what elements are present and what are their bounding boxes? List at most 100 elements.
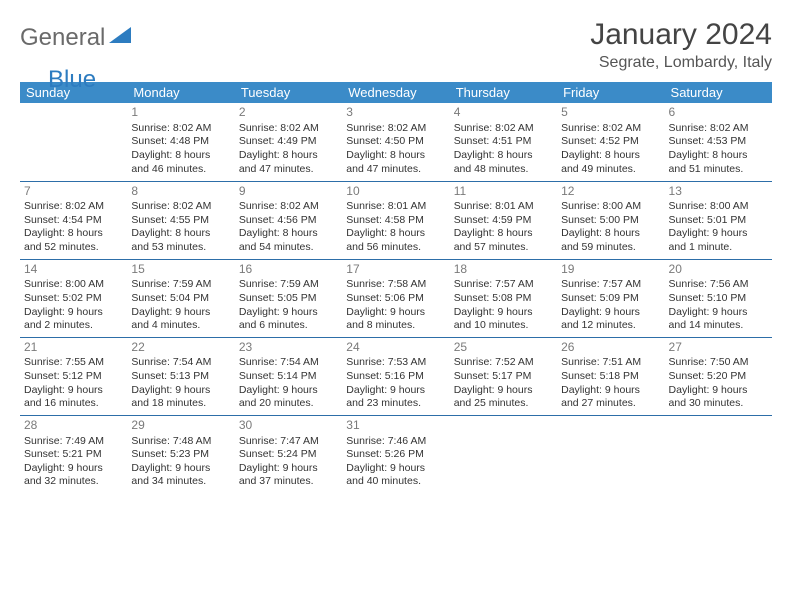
day-number: 24 — [346, 340, 445, 356]
logo-text-main: General — [20, 24, 105, 52]
calendar-day-cell: 11Sunrise: 8:01 AMSunset: 4:59 PMDayligh… — [450, 181, 557, 259]
day-number: 31 — [346, 418, 445, 434]
calendar-day-cell: 18Sunrise: 7:57 AMSunset: 5:08 PMDayligh… — [450, 259, 557, 337]
day-number: 23 — [239, 340, 338, 356]
sunset-text: Sunset: 4:48 PM — [131, 135, 230, 149]
daylight-text: Daylight: 9 hours — [346, 384, 445, 398]
day-number: 16 — [239, 262, 338, 278]
daylight-text: and 12 minutes. — [561, 319, 660, 333]
sunrise-text: Sunrise: 7:54 AM — [131, 356, 230, 370]
daylight-text: Daylight: 8 hours — [131, 227, 230, 241]
sunrise-text: Sunrise: 8:02 AM — [239, 200, 338, 214]
daylight-text: Daylight: 9 hours — [239, 306, 338, 320]
sunrise-text: Sunrise: 7:56 AM — [669, 278, 768, 292]
sunset-text: Sunset: 4:50 PM — [346, 135, 445, 149]
sunset-text: Sunset: 5:23 PM — [131, 448, 230, 462]
sunset-text: Sunset: 5:02 PM — [24, 292, 123, 306]
location: Segrate, Lombardy, Italy — [590, 54, 772, 72]
daylight-text: Daylight: 9 hours — [669, 227, 768, 241]
daylight-text: and 47 minutes. — [346, 163, 445, 177]
calendar-day-cell — [20, 103, 127, 181]
sunrise-text: Sunrise: 8:00 AM — [561, 200, 660, 214]
sunrise-text: Sunrise: 8:02 AM — [454, 122, 553, 136]
daylight-text: Daylight: 9 hours — [24, 384, 123, 398]
daylight-text: Daylight: 8 hours — [131, 149, 230, 163]
sunrise-text: Sunrise: 7:47 AM — [239, 435, 338, 449]
sunrise-text: Sunrise: 8:01 AM — [346, 200, 445, 214]
daylight-text: and 25 minutes. — [454, 397, 553, 411]
weekday-header-row: Sunday Monday Tuesday Wednesday Thursday… — [20, 82, 772, 103]
calendar-day-cell: 20Sunrise: 7:56 AMSunset: 5:10 PMDayligh… — [665, 259, 772, 337]
calendar-day-cell: 10Sunrise: 8:01 AMSunset: 4:58 PMDayligh… — [342, 181, 449, 259]
sunset-text: Sunset: 5:01 PM — [669, 214, 768, 228]
day-number: 2 — [239, 105, 338, 121]
daylight-text: and 16 minutes. — [24, 397, 123, 411]
daylight-text: and 56 minutes. — [346, 241, 445, 255]
daylight-text: Daylight: 8 hours — [346, 227, 445, 241]
calendar-day-cell: 30Sunrise: 7:47 AMSunset: 5:24 PMDayligh… — [235, 415, 342, 493]
calendar-day-cell: 19Sunrise: 7:57 AMSunset: 5:09 PMDayligh… — [557, 259, 664, 337]
weekday-header: Monday — [127, 82, 234, 103]
sunset-text: Sunset: 5:13 PM — [131, 370, 230, 384]
calendar-day-cell — [665, 415, 772, 493]
sunset-text: Sunset: 5:04 PM — [131, 292, 230, 306]
calendar-day-cell: 14Sunrise: 8:00 AMSunset: 5:02 PMDayligh… — [20, 259, 127, 337]
daylight-text: and 27 minutes. — [561, 397, 660, 411]
sunset-text: Sunset: 5:17 PM — [454, 370, 553, 384]
logo: General — [20, 24, 133, 52]
daylight-text: Daylight: 9 hours — [561, 306, 660, 320]
calendar-day-cell: 26Sunrise: 7:51 AMSunset: 5:18 PMDayligh… — [557, 337, 664, 415]
calendar-day-cell: 13Sunrise: 8:00 AMSunset: 5:01 PMDayligh… — [665, 181, 772, 259]
calendar-day-cell: 29Sunrise: 7:48 AMSunset: 5:23 PMDayligh… — [127, 415, 234, 493]
calendar-day-cell: 21Sunrise: 7:55 AMSunset: 5:12 PMDayligh… — [20, 337, 127, 415]
weekday-header: Wednesday — [342, 82, 449, 103]
daylight-text: Daylight: 9 hours — [346, 306, 445, 320]
sunrise-text: Sunrise: 7:57 AM — [454, 278, 553, 292]
daylight-text: and 52 minutes. — [24, 241, 123, 255]
daylight-text: and 30 minutes. — [669, 397, 768, 411]
daylight-text: and 6 minutes. — [239, 319, 338, 333]
sunrise-text: Sunrise: 7:52 AM — [454, 356, 553, 370]
daylight-text: Daylight: 9 hours — [131, 462, 230, 476]
daylight-text: and 8 minutes. — [346, 319, 445, 333]
calendar-day-cell: 9Sunrise: 8:02 AMSunset: 4:56 PMDaylight… — [235, 181, 342, 259]
sunset-text: Sunset: 5:26 PM — [346, 448, 445, 462]
daylight-text: and 2 minutes. — [24, 319, 123, 333]
daylight-text: and 51 minutes. — [669, 163, 768, 177]
daylight-text: Daylight: 8 hours — [454, 149, 553, 163]
day-number: 12 — [561, 184, 660, 200]
daylight-text: Daylight: 9 hours — [669, 384, 768, 398]
sunrise-text: Sunrise: 7:58 AM — [346, 278, 445, 292]
logo-triangle-icon — [109, 25, 131, 48]
daylight-text: and 1 minute. — [669, 241, 768, 255]
calendar-day-cell — [557, 415, 664, 493]
day-number: 6 — [669, 105, 768, 121]
sunrise-text: Sunrise: 8:02 AM — [239, 122, 338, 136]
sunrise-text: Sunrise: 7:48 AM — [131, 435, 230, 449]
sunset-text: Sunset: 5:20 PM — [669, 370, 768, 384]
calendar-day-cell: 3Sunrise: 8:02 AMSunset: 4:50 PMDaylight… — [342, 103, 449, 181]
header: General January 2024 Segrate, Lombardy, … — [20, 18, 772, 72]
daylight-text: and 34 minutes. — [131, 475, 230, 489]
daylight-text: Daylight: 9 hours — [131, 306, 230, 320]
day-number: 29 — [131, 418, 230, 434]
daylight-text: and 47 minutes. — [239, 163, 338, 177]
daylight-text: and 14 minutes. — [669, 319, 768, 333]
calendar-week-row: 21Sunrise: 7:55 AMSunset: 5:12 PMDayligh… — [20, 337, 772, 415]
calendar-day-cell: 31Sunrise: 7:46 AMSunset: 5:26 PMDayligh… — [342, 415, 449, 493]
day-number: 7 — [24, 184, 123, 200]
day-number: 25 — [454, 340, 553, 356]
calendar-day-cell: 28Sunrise: 7:49 AMSunset: 5:21 PMDayligh… — [20, 415, 127, 493]
calendar-day-cell: 1Sunrise: 8:02 AMSunset: 4:48 PMDaylight… — [127, 103, 234, 181]
day-number: 20 — [669, 262, 768, 278]
calendar-day-cell: 23Sunrise: 7:54 AMSunset: 5:14 PMDayligh… — [235, 337, 342, 415]
daylight-text: and 10 minutes. — [454, 319, 553, 333]
daylight-text: and 37 minutes. — [239, 475, 338, 489]
day-number: 1 — [131, 105, 230, 121]
sunset-text: Sunset: 5:24 PM — [239, 448, 338, 462]
daylight-text: Daylight: 8 hours — [561, 149, 660, 163]
calendar-day-cell: 17Sunrise: 7:58 AMSunset: 5:06 PMDayligh… — [342, 259, 449, 337]
calendar-day-cell: 22Sunrise: 7:54 AMSunset: 5:13 PMDayligh… — [127, 337, 234, 415]
daylight-text: Daylight: 8 hours — [561, 227, 660, 241]
calendar-body: 1Sunrise: 8:02 AMSunset: 4:48 PMDaylight… — [20, 103, 772, 493]
